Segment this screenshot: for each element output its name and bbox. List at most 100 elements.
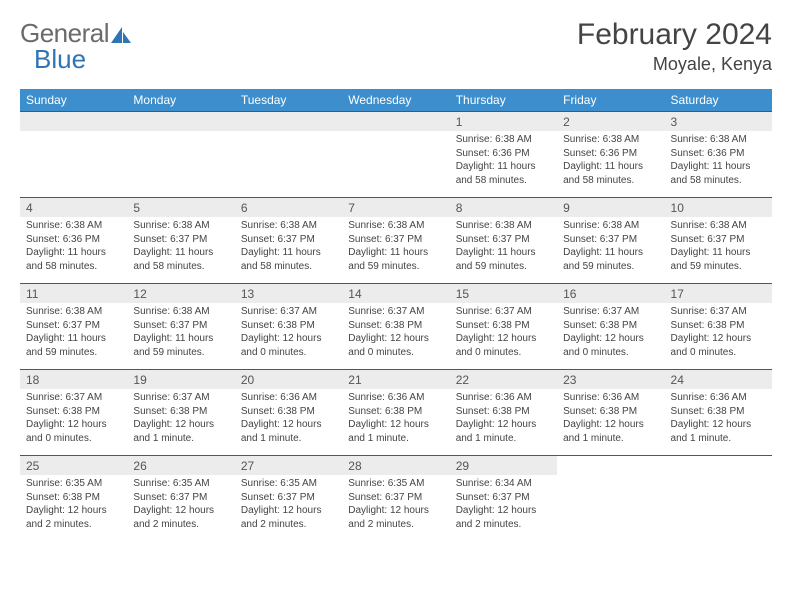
sunset-line: Sunset: 6:38 PM xyxy=(563,405,658,419)
weekday-friday: Friday xyxy=(557,89,664,112)
daylight-line: Daylight: 12 hours and 2 minutes. xyxy=(133,504,228,531)
day-detail-cell: Sunrise: 6:36 AMSunset: 6:38 PMDaylight:… xyxy=(342,389,449,456)
weekday-monday: Monday xyxy=(127,89,234,112)
day-lines: Sunrise: 6:38 AMSunset: 6:37 PMDaylight:… xyxy=(671,219,766,273)
day-number-cell: 15 xyxy=(450,284,557,304)
daylight-line: Daylight: 11 hours and 58 minutes. xyxy=(26,246,121,273)
day-detail-cell xyxy=(557,475,664,541)
logo-text-blue: Blue xyxy=(34,44,86,74)
sunset-line: Sunset: 6:37 PM xyxy=(348,233,443,247)
day-detail-cell: Sunrise: 6:36 AMSunset: 6:38 PMDaylight:… xyxy=(235,389,342,456)
day-lines: Sunrise: 6:37 AMSunset: 6:38 PMDaylight:… xyxy=(241,305,336,359)
day-lines: Sunrise: 6:36 AMSunset: 6:38 PMDaylight:… xyxy=(456,391,551,445)
sunrise-line: Sunrise: 6:34 AM xyxy=(456,477,551,491)
daylight-line: Daylight: 12 hours and 1 minute. xyxy=(456,418,551,445)
day-lines: Sunrise: 6:35 AMSunset: 6:37 PMDaylight:… xyxy=(348,477,443,531)
day-detail-cell: Sunrise: 6:38 AMSunset: 6:37 PMDaylight:… xyxy=(665,217,772,284)
sunset-line: Sunset: 6:37 PM xyxy=(671,233,766,247)
sunrise-line: Sunrise: 6:38 AM xyxy=(26,219,121,233)
daylight-line: Daylight: 12 hours and 0 minutes. xyxy=(671,332,766,359)
sunrise-line: Sunrise: 6:38 AM xyxy=(563,219,658,233)
sunset-line: Sunset: 6:36 PM xyxy=(671,147,766,161)
sunrise-line: Sunrise: 6:37 AM xyxy=(563,305,658,319)
day-number-cell xyxy=(235,112,342,132)
day-lines: Sunrise: 6:37 AMSunset: 6:38 PMDaylight:… xyxy=(456,305,551,359)
day-detail-cell: Sunrise: 6:37 AMSunset: 6:38 PMDaylight:… xyxy=(127,389,234,456)
day-detail-cell: Sunrise: 6:37 AMSunset: 6:38 PMDaylight:… xyxy=(235,303,342,370)
sunset-line: Sunset: 6:38 PM xyxy=(348,405,443,419)
weekday-thursday: Thursday xyxy=(450,89,557,112)
day-lines: Sunrise: 6:38 AMSunset: 6:37 PMDaylight:… xyxy=(133,305,228,359)
detail-row: Sunrise: 6:38 AMSunset: 6:36 PMDaylight:… xyxy=(20,217,772,284)
day-number-cell: 6 xyxy=(235,198,342,218)
sunset-line: Sunset: 6:36 PM xyxy=(563,147,658,161)
day-detail-cell xyxy=(20,131,127,198)
daylight-line: Daylight: 11 hours and 58 minutes. xyxy=(563,160,658,187)
sunset-line: Sunset: 6:37 PM xyxy=(456,491,551,505)
day-number-cell: 2 xyxy=(557,112,664,132)
sunrise-line: Sunrise: 6:38 AM xyxy=(456,133,551,147)
sunset-line: Sunset: 6:38 PM xyxy=(26,491,121,505)
sunrise-line: Sunrise: 6:37 AM xyxy=(26,391,121,405)
sunrise-line: Sunrise: 6:35 AM xyxy=(26,477,121,491)
sunrise-line: Sunrise: 6:38 AM xyxy=(241,219,336,233)
day-number-cell: 7 xyxy=(342,198,449,218)
sunrise-line: Sunrise: 6:37 AM xyxy=(456,305,551,319)
day-detail-cell: Sunrise: 6:35 AMSunset: 6:38 PMDaylight:… xyxy=(20,475,127,541)
day-detail-cell: Sunrise: 6:38 AMSunset: 6:37 PMDaylight:… xyxy=(557,217,664,284)
day-detail-cell: Sunrise: 6:38 AMSunset: 6:37 PMDaylight:… xyxy=(127,303,234,370)
day-detail-cell: Sunrise: 6:37 AMSunset: 6:38 PMDaylight:… xyxy=(450,303,557,370)
daylight-line: Daylight: 12 hours and 1 minute. xyxy=(348,418,443,445)
daylight-line: Daylight: 11 hours and 59 minutes. xyxy=(456,246,551,273)
day-number-cell: 1 xyxy=(450,112,557,132)
detail-row: Sunrise: 6:35 AMSunset: 6:38 PM Daylight:… xyxy=(20,475,772,541)
daynum-row: 45678910 xyxy=(20,198,772,218)
day-detail-cell: Sunrise: 6:35 AMSunset: 6:37 PMDaylight:… xyxy=(235,475,342,541)
daynum-row: 18192021222324 xyxy=(20,370,772,390)
day-lines: Sunrise: 6:38 AMSunset: 6:37 PMDaylight:… xyxy=(26,305,121,359)
weekday-saturday: Saturday xyxy=(665,89,772,112)
weekday-sunday: Sunday xyxy=(20,89,127,112)
sunrise-line: Sunrise: 6:37 AM xyxy=(133,391,228,405)
day-number-cell: 3 xyxy=(665,112,772,132)
daylight-line: Daylight: 11 hours and 59 minutes. xyxy=(133,332,228,359)
sunrise-line: Sunrise: 6:36 AM xyxy=(563,391,658,405)
day-lines: Sunrise: 6:36 AMSunset: 6:38 PMDaylight:… xyxy=(563,391,658,445)
sunset-line: Sunset: 6:37 PM xyxy=(241,491,336,505)
weekday-wednesday: Wednesday xyxy=(342,89,449,112)
day-lines: Sunrise: 6:38 AMSunset: 6:37 PMDaylight:… xyxy=(241,219,336,273)
day-detail-cell: Sunrise: 6:35 AMSunset: 6:37 PMDaylight:… xyxy=(342,475,449,541)
day-number-cell: 25 xyxy=(20,456,127,476)
day-number-cell: 24 xyxy=(665,370,772,390)
day-number-cell: 9 xyxy=(557,198,664,218)
sunrise-line: Sunrise: 6:38 AM xyxy=(133,219,228,233)
day-lines: Sunrise: 6:37 AMSunset: 6:38 PMDaylight:… xyxy=(133,391,228,445)
day-detail-cell: Sunrise: 6:37 AMSunset: 6:38 PMDaylight:… xyxy=(665,303,772,370)
daylight-line: Daylight: 12 hours and 1 minute. xyxy=(671,418,766,445)
day-detail-cell xyxy=(665,475,772,541)
daylight-line: Daylight: 11 hours and 59 minutes. xyxy=(26,332,121,359)
sunset-line: Sunset: 6:38 PM xyxy=(563,319,658,333)
day-number-cell xyxy=(127,112,234,132)
day-number-cell: 13 xyxy=(235,284,342,304)
daylight-line: Daylight: 12 hours and 2 minutes. xyxy=(348,504,443,531)
day-number-cell: 22 xyxy=(450,370,557,390)
day-number-cell: 27 xyxy=(235,456,342,476)
daylight-line: Daylight: 12 hours and 0 minutes. xyxy=(241,332,336,359)
sunrise-line: Sunrise: 6:38 AM xyxy=(671,219,766,233)
daynum-row: 123 xyxy=(20,112,772,132)
weekday-tuesday: Tuesday xyxy=(235,89,342,112)
sunset-line: Sunset: 6:37 PM xyxy=(133,319,228,333)
day-detail-cell: Sunrise: 6:36 AMSunset: 6:38 PMDaylight:… xyxy=(665,389,772,456)
location-subtitle: Moyale, Kenya xyxy=(577,54,772,75)
sunrise-line: Sunrise: 6:38 AM xyxy=(26,305,121,319)
sunset-line: Sunset: 6:38 PM xyxy=(671,319,766,333)
day-number-cell: 11 xyxy=(20,284,127,304)
sunset-line: Sunset: 6:37 PM xyxy=(26,319,121,333)
day-detail-cell xyxy=(235,131,342,198)
sunset-line: Sunset: 6:38 PM xyxy=(241,319,336,333)
daylight-line: Daylight: 11 hours and 59 minutes. xyxy=(348,246,443,273)
day-lines: Sunrise: 6:38 AMSunset: 6:37 PMDaylight:… xyxy=(348,219,443,273)
day-lines: Sunrise: 6:36 AMSunset: 6:38 PMDaylight:… xyxy=(671,391,766,445)
sunset-line: Sunset: 6:37 PM xyxy=(348,491,443,505)
